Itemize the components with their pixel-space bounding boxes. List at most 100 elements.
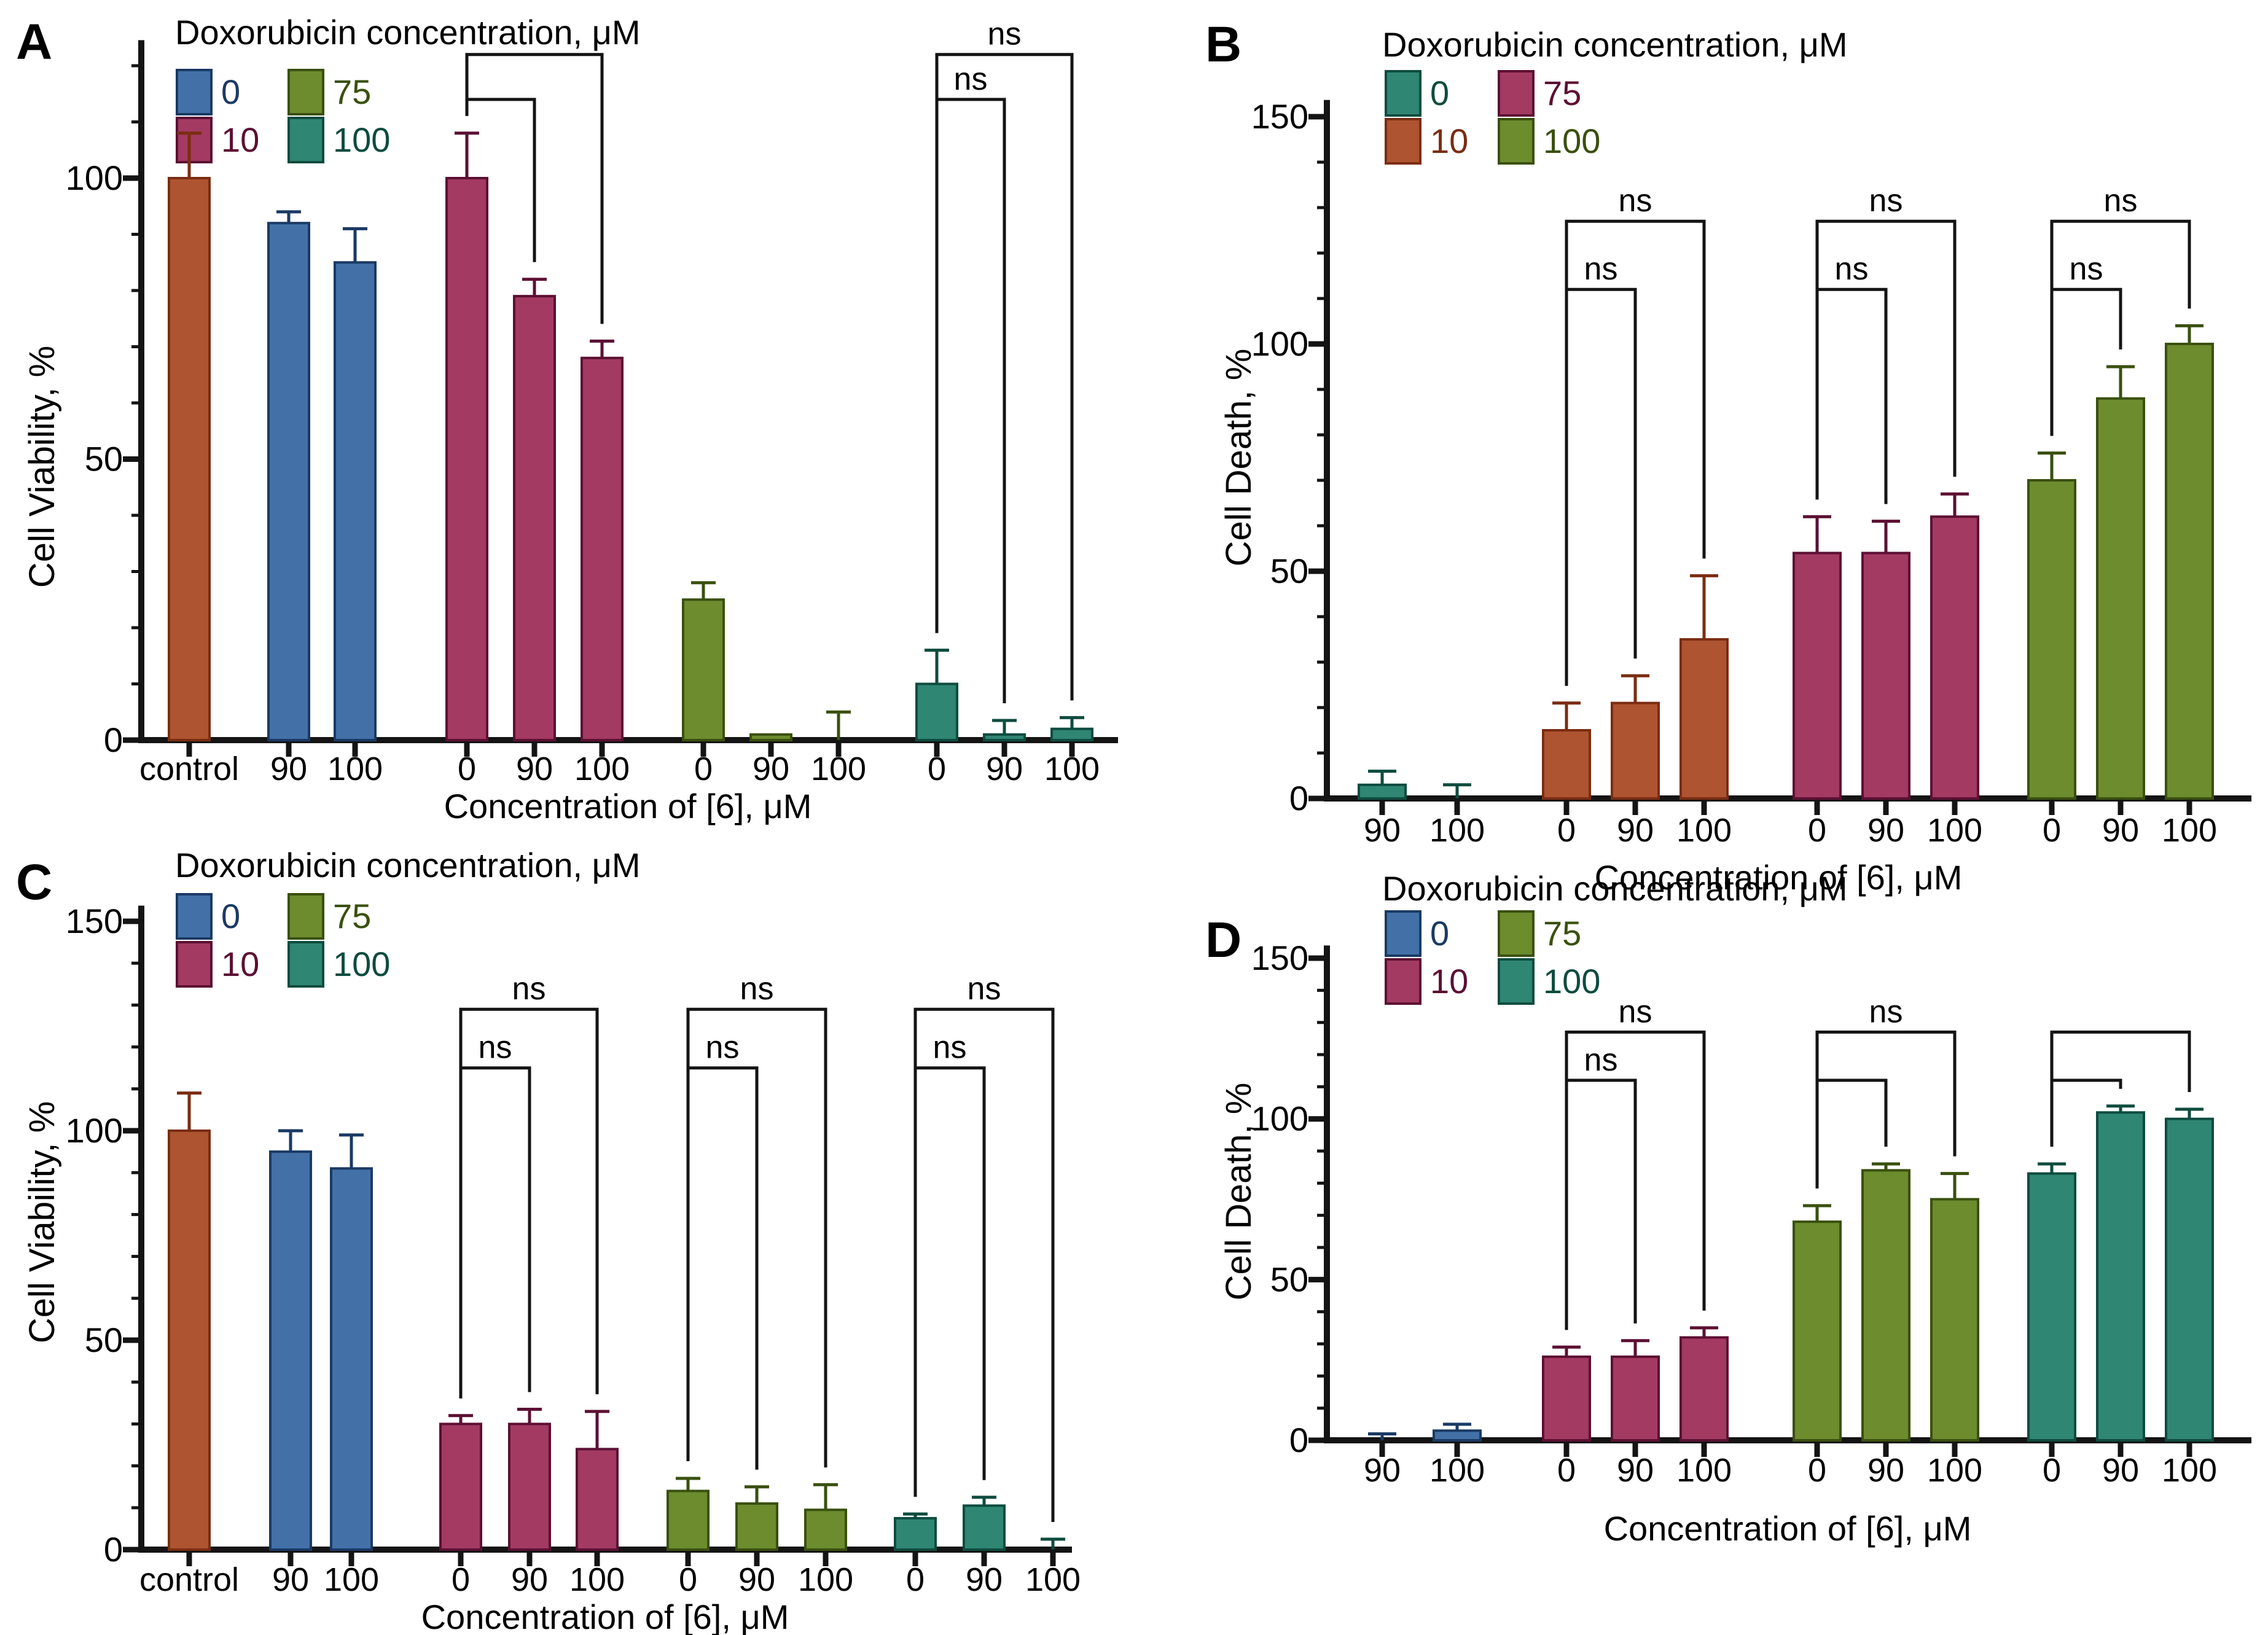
x-axis-title: Concentration of [6], μM [421, 1598, 789, 1635]
legend-chip-75 [1498, 910, 1535, 957]
legend-label: 10 [1430, 122, 1468, 160]
legend-chip-10 [1385, 118, 1421, 165]
bar [508, 1422, 551, 1551]
bar [682, 598, 725, 741]
x-tick-label: 0 [1808, 812, 1826, 849]
legend-label: 0 [221, 72, 240, 111]
panel-letter: A [16, 14, 52, 70]
y-tick-label: 50 [85, 440, 123, 478]
significance-bracket [1565, 219, 1706, 686]
significance-label: ns [1869, 994, 1903, 1029]
bar [1679, 1336, 1729, 1442]
bar [1793, 552, 1842, 800]
legend-label: 75 [333, 72, 371, 111]
significance-bracket [465, 53, 604, 324]
significance-label: ns [512, 971, 546, 1007]
y-axis-label: Cell Death, % [1219, 1083, 1259, 1301]
x-tick-label: 100 [324, 1561, 379, 1598]
legend-title: Doxorubicin concentration, μM [1382, 869, 1848, 908]
legend-chip-75 [287, 69, 324, 115]
y-tick-label: 100 [1251, 324, 1308, 363]
significance-bracket [686, 1007, 827, 1468]
x-tick-label: 90 [1617, 1452, 1654, 1489]
bar [2096, 1111, 2145, 1442]
significance-bracket [1815, 287, 1888, 504]
x-tick-label: control [139, 751, 239, 787]
bar [439, 1422, 482, 1551]
significance-label: ns [1835, 251, 1869, 287]
significance-label: ns [1619, 183, 1652, 219]
x-tick-label: 100 [2162, 812, 2217, 849]
significance-bracket [1565, 1030, 1706, 1330]
significance-label: ns [968, 971, 1001, 1007]
bar [804, 1508, 847, 1551]
x-tick-label: 90 [511, 1561, 548, 1598]
y-tick-label: 150 [1251, 938, 1308, 977]
significance-bracket [913, 1007, 1055, 1522]
bar [513, 295, 556, 741]
y-tick-label: 100 [1251, 1099, 1308, 1138]
bar [330, 1167, 373, 1551]
bar [2096, 397, 2145, 800]
significance-bracket [913, 1066, 986, 1497]
y-tick-label: 0 [104, 1530, 123, 1569]
y-axis-label: Cell Viability, % [22, 1101, 62, 1343]
x-tick-label: 90 [966, 1561, 1003, 1598]
y-tick-label: 0 [104, 720, 123, 759]
x-axis-title: Concentration of [6], μM [1595, 858, 1963, 897]
bar [581, 356, 624, 741]
bar [1861, 1169, 1910, 1442]
legend-chip-0 [1385, 910, 1421, 957]
x-tick-label: 0 [679, 1561, 697, 1598]
bar [269, 1150, 312, 1551]
y-tick-label: 150 [1251, 97, 1308, 136]
x-tick-label: 90 [738, 1561, 775, 1598]
legend: Doxorubicin concentration, μM 0 10 75 100 [175, 846, 641, 988]
bar [168, 177, 211, 741]
x-tick-label: 0 [2043, 1452, 2061, 1489]
legend-label: 75 [1543, 74, 1581, 112]
bar [1679, 638, 1729, 800]
significance-label: ns [933, 1030, 967, 1066]
y-tick-label: 50 [1270, 552, 1308, 590]
bar [1611, 1355, 1660, 1442]
x-tick-label: 100 [2162, 1452, 2217, 1489]
y-tick-label: 50 [85, 1321, 123, 1359]
legend-chip-10 [1385, 958, 1421, 1005]
x-tick-label: 0 [1557, 1452, 1576, 1489]
bar [667, 1489, 710, 1551]
significance-label: ns [706, 1030, 740, 1066]
legend: Doxorubicin concentration, μM 0 10 75 100 [1382, 869, 1848, 1005]
x-tick-label: 90 [1617, 812, 1654, 849]
bar [983, 733, 1026, 741]
bar [1861, 552, 1910, 800]
y-tick-label: 150 [66, 902, 123, 940]
bar [1050, 727, 1093, 741]
bar [576, 1448, 619, 1551]
x-tick-label: 100 [1676, 812, 1732, 849]
legend-label: 75 [1543, 914, 1581, 953]
panel-letter: D [1205, 912, 1242, 968]
legend-label: 10 [1430, 962, 1468, 1001]
x-tick-label: 100 [1429, 1452, 1485, 1489]
bar [334, 261, 377, 741]
x-tick-label: 100 [1044, 751, 1100, 787]
bar [963, 1504, 1006, 1551]
bar [1433, 1429, 1482, 1442]
legend-chip-10 [176, 941, 213, 988]
significance-label: ns [740, 971, 774, 1007]
x-tick-label: control [139, 1561, 239, 1598]
significance-bracket [686, 1066, 759, 1470]
significance-label: ns [988, 17, 1022, 52]
x-tick-label: 0 [452, 1561, 470, 1598]
bar [1542, 729, 1591, 800]
legend-chip-75 [287, 893, 324, 940]
x-tick-label: 90 [986, 751, 1023, 787]
x-axis-title: Concentration of [6], μM [1604, 1509, 1972, 1548]
x-tick-label: 100 [798, 1561, 853, 1598]
x-tick-label: 0 [1557, 812, 1576, 849]
y-tick-label: 50 [1270, 1260, 1308, 1298]
x-tick-label: 0 [2043, 812, 2061, 849]
